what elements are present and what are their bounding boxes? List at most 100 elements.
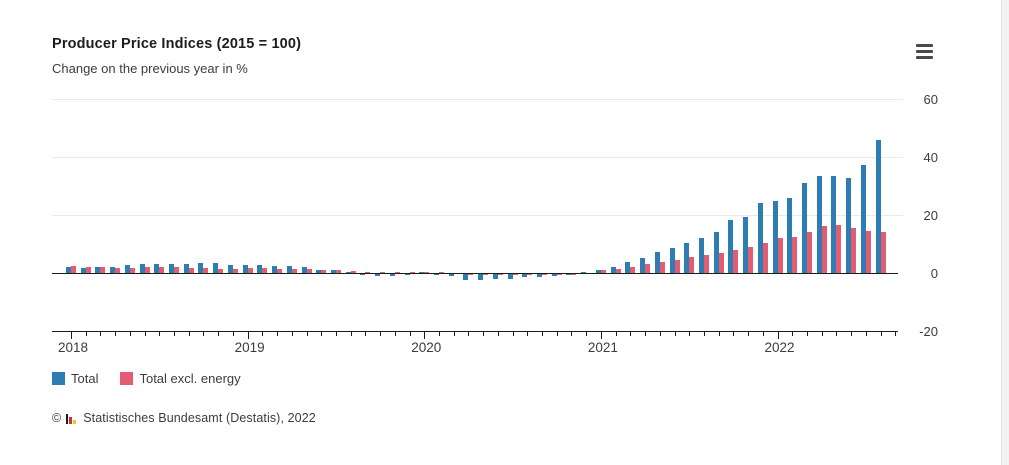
bar-excl-energy[interactable] [718,252,724,273]
bar-excl-energy[interactable] [247,268,253,273]
bar-excl-energy[interactable] [71,266,76,273]
bar-total[interactable] [286,265,292,273]
bar-total[interactable] [669,248,675,273]
bar-total[interactable] [360,274,366,275]
bar-total[interactable] [831,175,837,273]
bar-total[interactable] [684,242,690,273]
bar-total[interactable] [581,272,587,274]
bar-excl-energy[interactable] [571,274,577,275]
bar-total[interactable] [227,265,233,273]
bar-total[interactable] [257,265,263,273]
bar-excl-energy[interactable] [232,268,238,273]
bar-total[interactable] [757,202,763,273]
bar-total[interactable] [169,264,175,273]
bar-total[interactable] [95,267,101,273]
bar-total[interactable] [463,274,469,280]
bar-total[interactable] [713,231,719,273]
bar-excl-energy[interactable] [615,268,621,273]
bar-total[interactable] [625,262,631,273]
bar-excl-energy[interactable] [807,232,812,273]
bar-excl-energy[interactable] [159,267,165,273]
bar-total[interactable] [728,219,734,273]
bar-total[interactable] [66,266,71,273]
bar-total[interactable] [404,274,410,275]
bar-excl-energy[interactable] [409,272,415,274]
bar-excl-energy[interactable] [748,247,754,273]
bar-excl-energy[interactable] [733,250,739,273]
bar-excl-energy[interactable] [144,267,150,273]
bar-total[interactable] [640,257,646,273]
bar-excl-energy[interactable] [321,269,327,273]
bar-excl-energy[interactable] [674,259,680,273]
bar-total[interactable] [551,274,557,277]
bar-excl-energy[interactable] [792,237,798,273]
bar-excl-energy[interactable] [836,225,842,273]
bar-total[interactable] [110,267,116,273]
legend-item-excl-energy[interactable]: Total excl. energy [120,371,241,386]
bar-excl-energy[interactable] [188,268,194,273]
bar-excl-energy[interactable] [777,238,783,273]
bar-total[interactable] [448,274,454,277]
bar-excl-energy[interactable] [291,268,297,273]
bar-total[interactable] [183,263,189,273]
bar-excl-energy[interactable] [512,274,518,275]
bar-excl-energy[interactable] [129,267,135,273]
bar-excl-energy[interactable] [350,270,356,273]
bar-excl-energy[interactable] [203,267,209,273]
bar-excl-energy[interactable] [306,269,312,273]
bar-total[interactable] [124,265,130,273]
bar-excl-energy[interactable] [556,274,562,275]
bar-total[interactable] [316,269,322,273]
bar-excl-energy[interactable] [851,227,857,273]
bar-total[interactable] [389,274,395,277]
bar-total[interactable] [595,270,601,273]
bar-total[interactable] [816,175,822,273]
bar-total[interactable] [787,197,793,273]
bar-total[interactable] [213,263,219,273]
bar-excl-energy[interactable] [100,267,106,273]
bar-excl-energy[interactable] [645,264,651,273]
bar-total[interactable] [330,269,336,273]
bar-excl-energy[interactable] [497,274,503,276]
bar-excl-energy[interactable] [277,268,283,273]
bar-total[interactable] [419,272,425,274]
bar-excl-energy[interactable] [542,274,548,275]
bar-excl-energy[interactable] [527,274,533,276]
bar-excl-energy[interactable] [365,271,371,273]
bar-excl-energy[interactable] [821,225,827,273]
bar-total[interactable] [478,274,484,281]
bar-total[interactable] [272,266,278,273]
bar-total[interactable] [537,274,543,277]
bar-excl-energy[interactable] [424,272,430,274]
bar-total[interactable] [507,274,513,279]
bar-total[interactable] [566,274,572,276]
bar-excl-energy[interactable] [762,242,768,273]
bar-total[interactable] [772,200,778,273]
bar-excl-energy[interactable] [468,274,474,275]
bar-total[interactable] [610,267,616,273]
bar-excl-energy[interactable] [880,232,886,273]
bar-total[interactable] [80,267,86,273]
bar-excl-energy[interactable] [218,268,224,273]
bar-excl-energy[interactable] [380,272,386,274]
bar-total[interactable] [345,272,351,274]
bar-total[interactable] [875,140,881,273]
bar-excl-energy[interactable] [689,257,695,273]
bar-total[interactable] [375,274,381,276]
bar-excl-energy[interactable] [865,230,871,273]
bar-total[interactable] [301,267,307,273]
bar-total[interactable] [743,217,749,273]
chart-menu-button[interactable] [916,44,936,60]
bar-excl-energy[interactable] [630,266,636,273]
bar-total[interactable] [522,274,528,278]
bar-excl-energy[interactable] [483,274,489,276]
bar-total[interactable] [654,252,660,273]
bar-total[interactable] [242,265,248,273]
bar-total[interactable] [846,178,852,273]
bar-total[interactable] [860,165,866,273]
bar-excl-energy[interactable] [174,267,180,273]
bar-total[interactable] [154,264,160,273]
bar-excl-energy[interactable] [115,267,121,273]
bar-total[interactable] [139,264,145,273]
bar-excl-energy[interactable] [659,261,665,273]
